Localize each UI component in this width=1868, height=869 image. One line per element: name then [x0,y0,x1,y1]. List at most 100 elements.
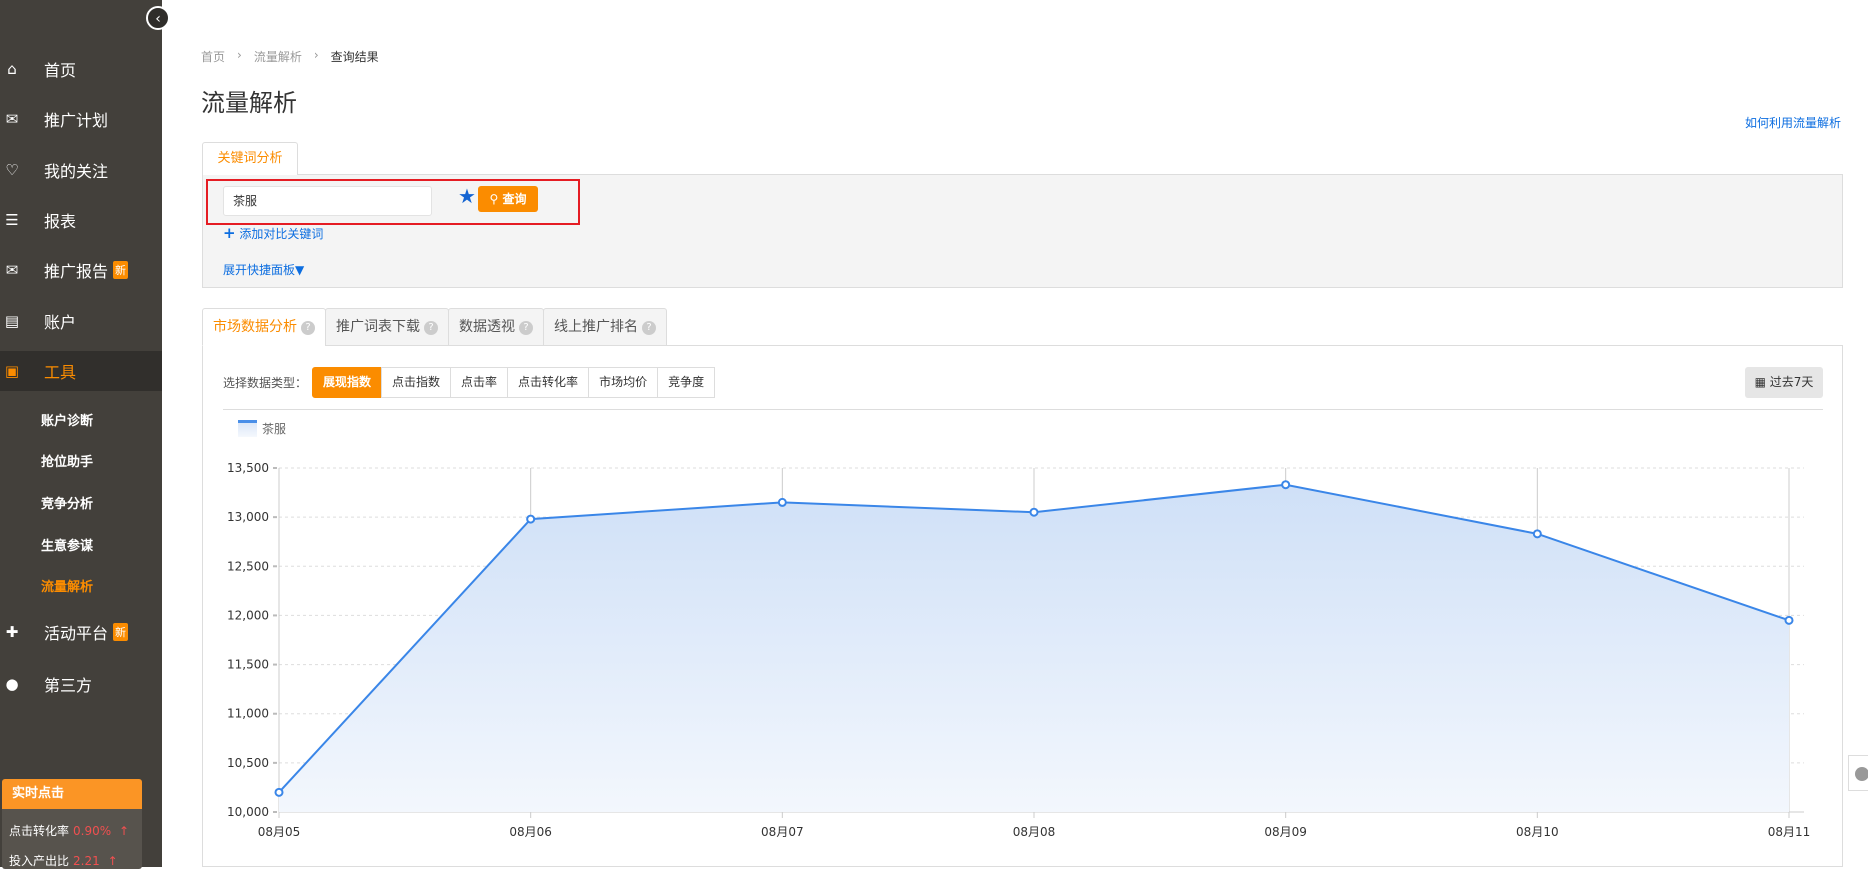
data-type-label: 选择数据类型： [223,376,308,390]
new-badge: 新 [113,261,129,279]
toolbox-icon: ▣ [4,362,20,380]
star-icon[interactable]: ★ [458,184,476,208]
sidebar-subitem[interactable]: 竞争分析 [41,497,94,512]
tab-keyword-download[interactable]: 推广词表下载? [325,308,449,346]
y-tick-label: 13,500 [227,461,269,475]
sidebar-item-heart[interactable]: ♡ 我的关注 [0,150,162,190]
data-type-impression[interactable]: 展现指数 [312,367,383,398]
tab-online-ranking[interactable]: 线上推广排名? [543,308,667,346]
y-tick-label: 11,000 [227,707,269,721]
breadcrumb-traffic[interactable]: 流量解析 [253,50,302,64]
help-icon[interactable]: ? [642,321,656,335]
tab-data-pivot[interactable]: 数据透视? [448,308,544,346]
add-compare-label: 添加对比关键词 [239,227,324,241]
date-range-button[interactable]: ▦ 过去7天 [1745,367,1823,398]
sidebar-item-label: 首页 [44,61,77,80]
help-icon[interactable]: ? [424,321,438,335]
x-tick-label: 08月06 [509,825,552,839]
sidebar-item-label: 报表 [44,212,77,231]
sidebar-item-toolbox[interactable]: ▣ 工具 [0,351,162,391]
add-compare-keyword-link[interactable]: + 添加对比关键词 [223,224,323,242]
home-icon: ⌂ [7,60,17,78]
data-point [274,787,284,797]
sidebar-item-bag[interactable]: ✉ 推广计划 [0,99,162,139]
realtime-value: 0.90% [73,824,112,838]
calendar-icon: ▦ [1754,375,1766,389]
tab-market-data[interactable]: 市场数据分析? [202,308,326,346]
sidebar-subitem[interactable]: 抢位助手 [41,455,94,470]
x-tick-label: 08月08 [1013,825,1056,839]
y-tick-label: 10,000 [227,805,269,819]
x-tick-label: 08月10 [1516,825,1559,839]
divider [223,409,1823,410]
legend-swatch [238,420,257,437]
help-icon[interactable]: ? [301,321,315,335]
breadcrumb-home[interactable]: 首页 [201,50,226,64]
sidebar-item-label: 第三方 [44,676,93,695]
breadcrumb: 首页 › 流量解析 › 查询结果 [201,48,379,65]
data-point [1281,480,1291,490]
date-range-label: 过去7天 [1769,375,1814,389]
data-point [1532,529,1542,539]
sidebar-item-label: 账户 [44,313,77,332]
sidebar-item-id-card[interactable]: ▤ 账户 [0,301,162,341]
y-tick-label: 12,000 [227,608,269,622]
realtime-label: 点击转化率 [9,824,70,838]
realtime-row: 点击转化率 0.90% ↑ [2,822,142,839]
search-panel [202,174,1843,288]
sidebar-item-label: 活动平台 [44,624,109,643]
chart-legend[interactable]: 茶服 [238,420,286,437]
x-tick-label: 08月11 [1768,825,1811,839]
data-point [526,514,536,524]
sidebar-item-gift[interactable]: ✚ 活动平台新 [0,612,162,652]
arrow-up-icon: ↑ [107,854,118,868]
x-tick-label: 08月05 [258,825,301,839]
tab-label: 数据透视 [459,319,515,335]
sidebar-item-receipt[interactable]: ☰ 报表 [0,200,162,240]
sidebar-item-bag[interactable]: ✉ 推广报告新 [0,250,162,290]
sidebar-item-label: 推广报告 [44,262,109,281]
chat-icon [1855,767,1868,781]
sidebar-subitem[interactable]: 账户诊断 [41,414,94,429]
caret-down-icon: ▼ [295,263,305,277]
tab-label: 推广词表下载 [336,319,420,335]
heart-icon: ♡ [5,161,19,179]
sidebar-item-puzzle[interactable]: ● 第三方 [0,664,162,704]
search-icon: ⚲ [489,192,499,206]
id-card-icon: ▤ [4,312,20,330]
help-icon[interactable]: ? [519,321,533,335]
realtime-row: 投入产出比 2.21 ↑ [2,852,142,869]
data-type-cvr[interactable]: 点击转化率 [507,367,590,398]
keyword-input[interactable]: 茶服 [223,186,432,216]
traffic-chart: 10,000 10,500 11,000 11,500 12,000 12,500 13,0… [227,461,1811,839]
y-tick-label: 10,500 [227,756,269,770]
data-type-click-index[interactable]: 点击指数 [381,367,452,398]
data-point [1029,507,1039,517]
puzzle-icon: ● [5,675,19,693]
feedback-widget[interactable] [1848,755,1868,791]
analysis-tabs: 市场数据分析? 推广词表下载? 数据透视? 线上推广排名? [202,308,667,346]
bag-icon: ✉ [5,261,19,279]
query-button[interactable]: ⚲ 查询 [478,186,538,212]
collapse-sidebar-icon[interactable]: ‹ [146,6,170,30]
data-point [1784,615,1794,625]
expand-panel-link[interactable]: 展开快捷面板▼ [223,261,304,278]
sidebar-subitem[interactable]: 流量解析 [41,580,94,595]
data-point [777,497,787,507]
help-link[interactable]: 如何利用流量解析 [1745,116,1842,130]
receipt-icon: ☰ [5,211,19,229]
sidebar-item-label: 推广计划 [44,111,109,130]
data-type-ctr[interactable]: 点击率 [450,367,509,398]
data-type-competition[interactable]: 竞争度 [657,367,716,398]
legend-label: 茶服 [262,422,287,436]
breadcrumb-current: 查询结果 [330,50,379,64]
query-label: 查询 [502,192,527,206]
sidebar-subitem[interactable]: 生意参谋 [41,539,94,554]
x-tick-label: 08月07 [761,825,804,839]
bag-icon: ✉ [5,110,19,128]
tab-keyword-analysis[interactable]: 关键词分析 [202,142,298,175]
tab-label: 市场数据分析 [213,319,297,335]
data-type-avg-price[interactable]: 市场均价 [588,367,659,398]
sidebar-item-home[interactable]: ⌂ 首页 [0,49,162,89]
sidebar-item-label: 我的关注 [44,162,109,181]
